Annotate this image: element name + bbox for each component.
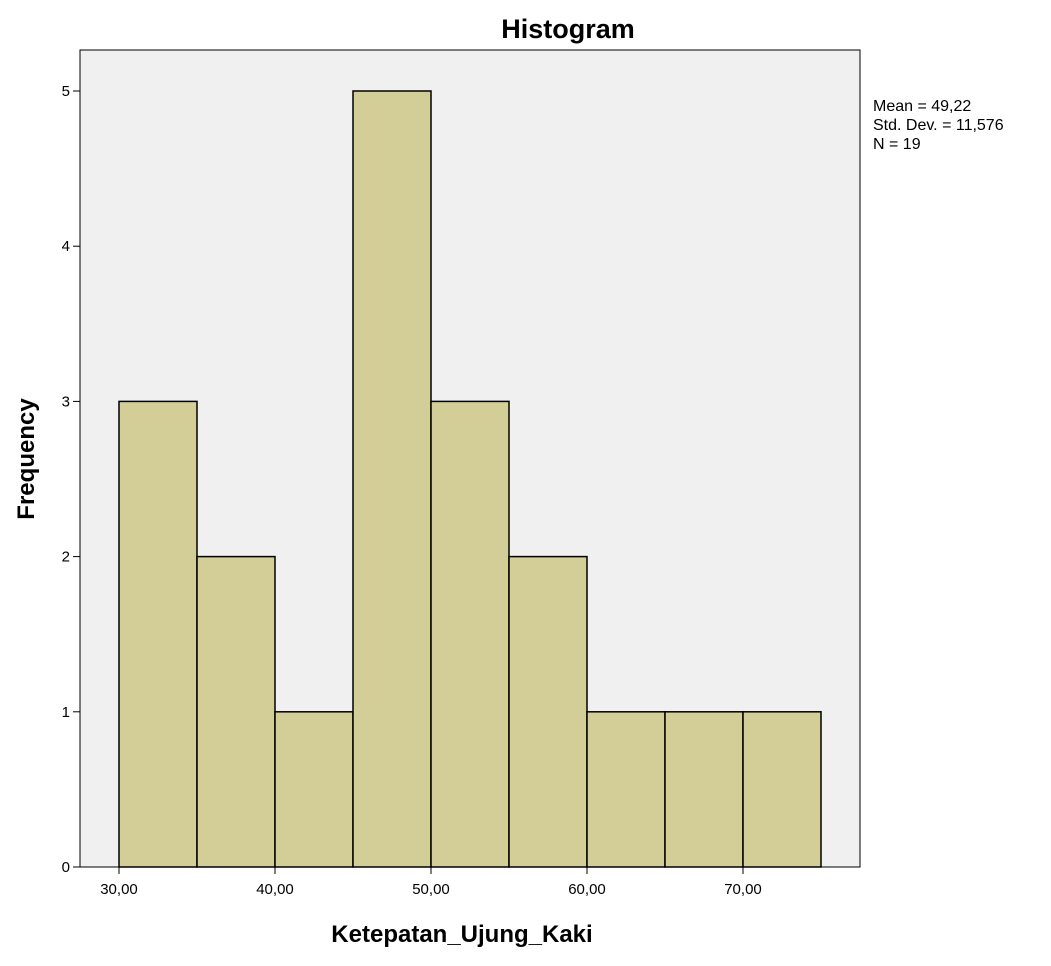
histogram-bar-2 [274, 711, 354, 868]
x-tick-label: 70,00 [724, 881, 762, 898]
y-tick-label: 3 [62, 393, 70, 410]
histogram-bar-4 [430, 400, 510, 868]
y-tick-label: 4 [62, 238, 70, 255]
stats-mean: Mean = 49,22 [873, 98, 971, 115]
histogram-bar-6 [586, 711, 666, 868]
x-tick-label: 60,00 [568, 881, 606, 898]
y-tick-label: 1 [62, 704, 70, 721]
stats-n: N = 19 [873, 136, 921, 153]
y-tick-label: 2 [62, 549, 70, 566]
histogram-bar-7 [664, 711, 744, 868]
y-tick-label: 5 [62, 83, 70, 100]
axes-layer: 0 1 2 3 4 5 30,00 40,00 50,00 60,00 70,00 [62, 83, 762, 898]
x-tick-label: 50,00 [412, 881, 450, 898]
histogram-bar-0 [118, 400, 198, 868]
histogram-bar-1 [196, 555, 276, 868]
histogram-bar-5 [508, 555, 588, 868]
x-tick-label: 40,00 [256, 881, 294, 898]
chart-title: Histogram [501, 14, 635, 44]
x-axis-title: Ketepatan_Ujung_Kaki [331, 921, 592, 948]
y-axis-title: Frequency [13, 398, 40, 520]
histogram-bar-3 [352, 90, 432, 868]
histogram-bar-8 [742, 711, 822, 868]
stats-std-dev: Std. Dev. = 11,576 [873, 117, 1004, 134]
y-tick-label: 0 [62, 859, 70, 876]
x-tick-label: 30,00 [100, 881, 138, 898]
bars-layer [118, 90, 822, 868]
